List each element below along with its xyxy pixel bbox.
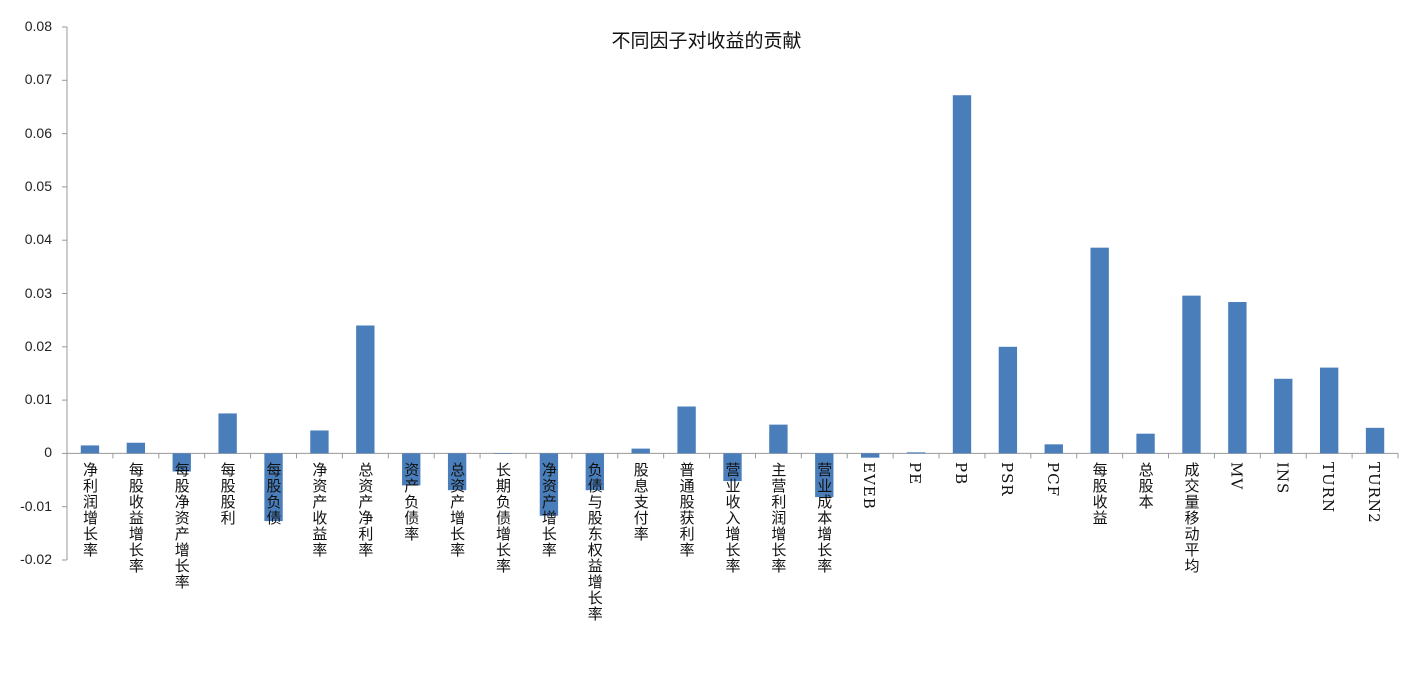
bar	[1319, 367, 1339, 454]
x-tick-label: 总资产增长率	[448, 462, 467, 558]
bar	[952, 95, 972, 454]
x-tick-label: 每股收益增长率	[126, 462, 145, 574]
y-tick-label: 0.03	[24, 284, 52, 301]
x-tick-label: 长期负债增长率	[494, 462, 513, 574]
bar	[1044, 444, 1063, 454]
x-tick-label: PB	[951, 462, 970, 486]
bar	[769, 424, 788, 454]
y-tick-label: 0.07	[24, 71, 52, 88]
x-tick-label: 负债与股东权益增长率	[585, 462, 604, 622]
bar	[310, 430, 329, 454]
y-tick-label: 0.02	[24, 337, 52, 354]
y-tick-label: 0	[44, 444, 52, 461]
bar	[906, 452, 926, 454]
bar	[80, 445, 100, 454]
x-tick-label: 净利润增长率	[80, 462, 99, 558]
x-tick-label: PE	[906, 462, 925, 486]
x-tick-label: 每股净资产增长率	[172, 462, 191, 590]
bar	[1182, 295, 1201, 454]
bar	[264, 453, 283, 522]
x-tick-label: 净资产增长率	[539, 462, 558, 558]
bar	[356, 325, 375, 454]
bar	[1365, 427, 1385, 454]
y-tick-label: 0.06	[24, 124, 52, 141]
bar	[493, 453, 513, 454]
x-tick-label: TURN	[1319, 462, 1338, 514]
bar	[677, 406, 696, 454]
bar	[723, 453, 742, 482]
bar	[631, 448, 650, 454]
x-tick-label: 资产负债率	[402, 462, 421, 542]
bar	[1090, 247, 1109, 454]
x-tick-label: EVEB	[860, 462, 879, 510]
bar	[1274, 378, 1293, 454]
x-tick-label: PCF	[1043, 462, 1062, 497]
x-tick-label: 每股股利	[218, 462, 237, 526]
x-tick-label: 每股负债	[264, 462, 283, 526]
bar	[172, 453, 191, 472]
y-tick-label: -0.01	[20, 497, 52, 514]
x-tick-label: 营业收入增长率	[723, 462, 742, 574]
x-tick-label: 每股收益	[1090, 462, 1109, 526]
y-tick-label: 0.01	[24, 391, 52, 408]
y-tick-label: 0.04	[24, 231, 52, 248]
bar	[126, 442, 146, 454]
x-tick-label: MV	[1227, 462, 1246, 491]
x-tick-label: 总资产净利率	[356, 462, 375, 558]
x-tick-label: 成交量移动平均	[1182, 462, 1201, 574]
bar	[447, 453, 467, 491]
x-tick-label: 普通股获利率	[677, 462, 696, 558]
x-tick-label: TURN2	[1365, 462, 1384, 524]
x-tick-label: 主营利润增长率	[769, 462, 788, 574]
bar	[1228, 302, 1247, 454]
bar	[1136, 433, 1155, 454]
y-tick-label: 0.05	[24, 177, 52, 194]
bar	[585, 453, 604, 491]
x-tick-label: 净资产收益率	[310, 462, 329, 558]
x-tick-label: 总股本	[1136, 462, 1155, 510]
x-tick-label: 股息支付率	[631, 462, 650, 542]
x-tick-label: 营业成本增长率	[815, 462, 834, 574]
bar	[815, 453, 834, 498]
bar	[861, 453, 880, 458]
y-tick-label: 0.08	[24, 18, 52, 34]
y-tick-label: -0.02	[20, 551, 52, 567]
bar	[998, 346, 1018, 454]
x-tick-label: PSR	[997, 462, 1016, 497]
bar	[539, 453, 559, 516]
chart-title: 不同因子对收益的贡献	[611, 30, 802, 52]
bar	[218, 413, 237, 454]
bar	[402, 453, 421, 486]
x-tick-label: INS	[1273, 462, 1292, 495]
